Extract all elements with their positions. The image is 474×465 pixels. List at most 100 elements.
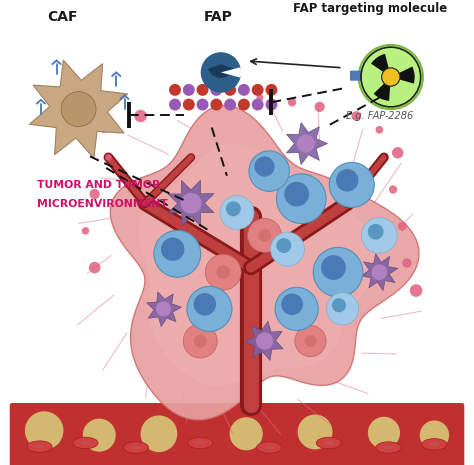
- Ellipse shape: [324, 441, 334, 445]
- Circle shape: [288, 98, 296, 106]
- Circle shape: [255, 156, 274, 177]
- Circle shape: [389, 186, 397, 193]
- Ellipse shape: [123, 442, 149, 453]
- Circle shape: [410, 284, 422, 297]
- Circle shape: [297, 135, 315, 153]
- Circle shape: [181, 193, 201, 213]
- Circle shape: [276, 174, 326, 224]
- Ellipse shape: [376, 442, 401, 453]
- Circle shape: [187, 286, 232, 332]
- Circle shape: [197, 99, 209, 111]
- Circle shape: [134, 110, 147, 122]
- Ellipse shape: [316, 437, 341, 449]
- Circle shape: [249, 151, 289, 191]
- Circle shape: [183, 84, 195, 96]
- Polygon shape: [168, 180, 214, 226]
- Circle shape: [169, 84, 181, 96]
- Circle shape: [238, 99, 250, 111]
- Circle shape: [100, 126, 107, 133]
- Circle shape: [224, 99, 236, 111]
- Circle shape: [247, 219, 282, 252]
- Circle shape: [210, 84, 222, 96]
- FancyBboxPatch shape: [350, 71, 362, 81]
- Circle shape: [217, 266, 230, 279]
- Text: E.g. FAP-2286: E.g. FAP-2286: [346, 111, 413, 120]
- Ellipse shape: [131, 446, 141, 449]
- Text: FAP: FAP: [204, 10, 233, 24]
- Circle shape: [256, 94, 264, 101]
- Text: FAP targeting molecule: FAP targeting molecule: [293, 2, 447, 15]
- Circle shape: [194, 335, 207, 347]
- Circle shape: [315, 102, 325, 112]
- Circle shape: [252, 99, 264, 111]
- Polygon shape: [147, 292, 182, 326]
- Polygon shape: [138, 144, 378, 385]
- Ellipse shape: [429, 443, 439, 446]
- Circle shape: [183, 99, 195, 111]
- Circle shape: [321, 255, 346, 280]
- Text: MICROENVIRONMENT: MICROENVIRONMENT: [37, 199, 168, 209]
- Ellipse shape: [27, 441, 52, 452]
- Circle shape: [154, 230, 201, 277]
- Circle shape: [89, 262, 100, 273]
- Circle shape: [169, 99, 181, 111]
- Ellipse shape: [264, 446, 274, 449]
- Text: CAF: CAF: [47, 10, 78, 24]
- Circle shape: [83, 418, 116, 452]
- Circle shape: [193, 293, 216, 316]
- Circle shape: [352, 111, 361, 121]
- Circle shape: [375, 126, 383, 133]
- Circle shape: [332, 298, 346, 312]
- Ellipse shape: [81, 441, 91, 445]
- Wedge shape: [208, 64, 234, 78]
- Circle shape: [156, 301, 171, 316]
- Wedge shape: [374, 77, 391, 101]
- Circle shape: [359, 45, 423, 109]
- Circle shape: [368, 417, 400, 449]
- FancyBboxPatch shape: [9, 403, 465, 465]
- Ellipse shape: [35, 445, 45, 448]
- Ellipse shape: [383, 446, 393, 449]
- Circle shape: [161, 238, 184, 261]
- Circle shape: [271, 232, 304, 266]
- Circle shape: [313, 247, 363, 297]
- Circle shape: [61, 92, 96, 126]
- Polygon shape: [110, 106, 419, 420]
- Polygon shape: [286, 123, 328, 165]
- Circle shape: [284, 182, 309, 206]
- Circle shape: [265, 99, 277, 111]
- Circle shape: [82, 227, 89, 234]
- Text: TUMOR AND TUMOR: TUMOR AND TUMOR: [37, 180, 161, 191]
- Circle shape: [90, 189, 100, 199]
- Circle shape: [105, 154, 112, 161]
- Circle shape: [398, 222, 407, 231]
- Circle shape: [252, 84, 264, 96]
- Circle shape: [276, 238, 292, 253]
- Circle shape: [224, 84, 236, 96]
- Circle shape: [295, 326, 326, 357]
- Circle shape: [392, 147, 403, 159]
- Circle shape: [201, 52, 241, 93]
- Circle shape: [382, 68, 400, 86]
- Polygon shape: [29, 60, 128, 158]
- Circle shape: [25, 411, 64, 450]
- Circle shape: [304, 335, 317, 347]
- Circle shape: [275, 287, 318, 331]
- Circle shape: [183, 324, 217, 358]
- Circle shape: [329, 162, 374, 207]
- Wedge shape: [391, 66, 415, 84]
- Wedge shape: [221, 67, 241, 78]
- Circle shape: [336, 169, 358, 192]
- Circle shape: [402, 258, 411, 268]
- Circle shape: [372, 264, 387, 280]
- Circle shape: [258, 229, 271, 242]
- Ellipse shape: [195, 441, 205, 445]
- Circle shape: [362, 218, 397, 253]
- Wedge shape: [371, 54, 391, 77]
- Circle shape: [141, 415, 177, 452]
- Circle shape: [256, 332, 273, 350]
- Circle shape: [298, 414, 332, 449]
- Circle shape: [230, 417, 263, 450]
- Circle shape: [210, 99, 222, 111]
- Circle shape: [238, 84, 250, 96]
